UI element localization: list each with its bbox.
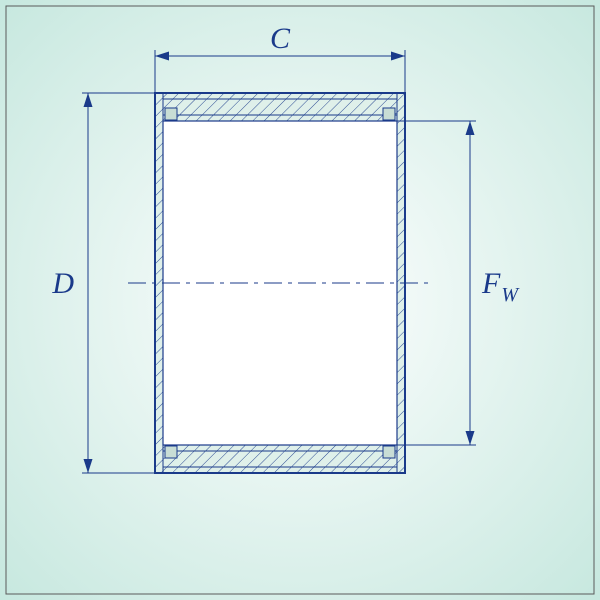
dimension-label-c: C xyxy=(270,22,291,55)
dimension-label-d: D xyxy=(51,267,74,300)
diagram-stage: CDFW xyxy=(0,0,600,600)
diagram-svg: CDFW xyxy=(0,0,600,600)
